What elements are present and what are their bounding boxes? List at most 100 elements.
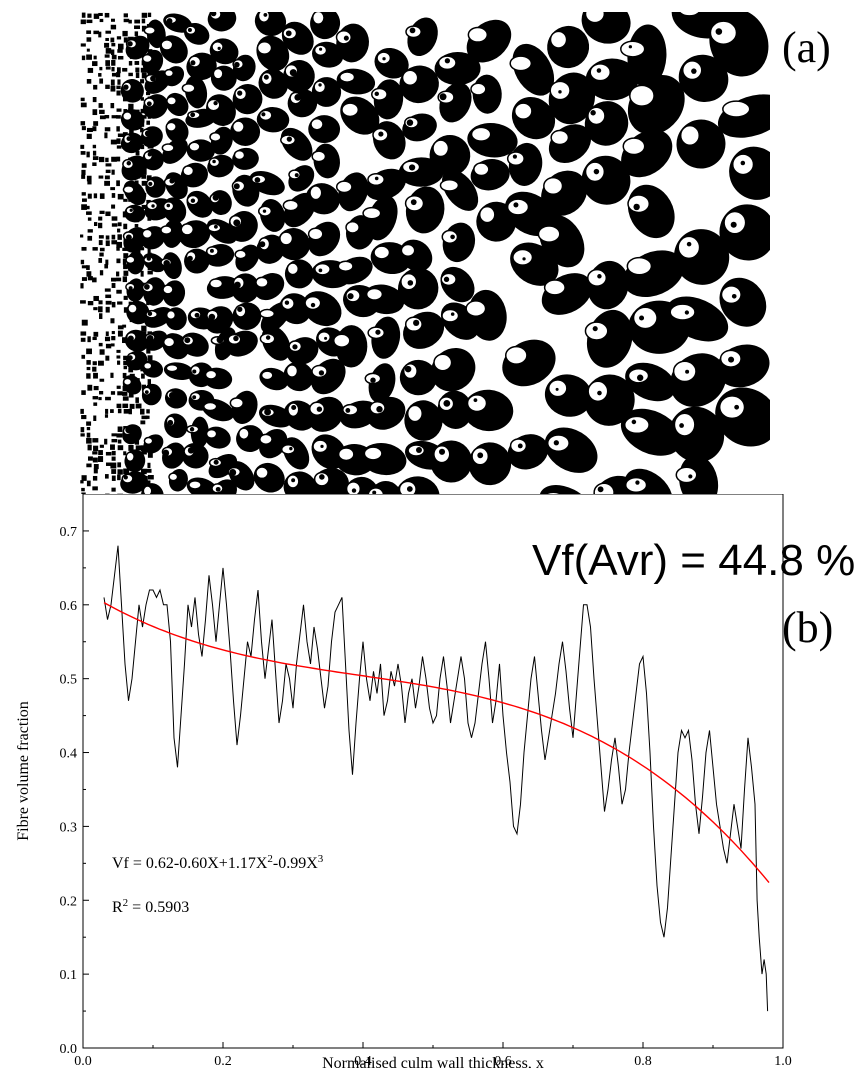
fibre-speck (410, 199, 417, 206)
fibre-vessel (673, 412, 696, 437)
fibre-vessel (363, 446, 383, 461)
fibre-vessel (188, 480, 202, 490)
fibre-vessel (285, 364, 299, 378)
fibre-speck (81, 319, 88, 326)
fibre-vessel (165, 309, 177, 320)
fibre-vessel (180, 223, 195, 236)
fibre-speck (117, 469, 123, 475)
fibre-speck (553, 440, 559, 446)
fibre-vessel (470, 126, 492, 142)
fibre-speck (263, 13, 268, 17)
fibre-micrograph (80, 12, 770, 494)
fibre-speck (98, 175, 104, 179)
fibre-vessel (623, 415, 650, 435)
fibre-speck (116, 126, 120, 132)
fibre-speck (111, 66, 115, 72)
fibre-speck (123, 366, 128, 370)
fibre-speck (110, 391, 116, 395)
fibre-speck (93, 84, 98, 90)
fibre-vessel (465, 300, 487, 317)
fibre-speck (81, 277, 87, 281)
fibre-speck (98, 306, 103, 313)
fibre-speck (128, 61, 133, 66)
fibre-speck (116, 138, 121, 144)
fibre-vessel (401, 69, 419, 86)
fibre-vessel (709, 20, 738, 45)
fibre-speck (92, 247, 98, 251)
fibre-vessel (125, 255, 136, 265)
fibre-speck (105, 157, 109, 163)
y-tick-label: 0.7 (60, 525, 78, 540)
fibre-speck (135, 397, 139, 403)
fibre-speck (122, 30, 128, 37)
fibre-speck (406, 119, 414, 126)
fibre-speck (289, 446, 293, 451)
fibre-speck (93, 193, 98, 199)
fibre-speck (117, 43, 124, 50)
fibre-vessel (675, 466, 698, 484)
fibre-speck (146, 175, 152, 181)
fibre-speck (87, 235, 93, 241)
fibre-speck (117, 49, 123, 53)
fibre-speck (289, 69, 297, 77)
fibre-vessel (229, 397, 245, 409)
fibre-vessel (406, 404, 423, 423)
fibre-speck (99, 78, 104, 84)
fibre-speck (110, 462, 117, 469)
fibre-speck (111, 54, 117, 60)
fibre-speck (99, 444, 104, 448)
y-tick-label: 0.0 (60, 1042, 78, 1057)
fibre-speck (407, 280, 414, 286)
fibre-speck (105, 30, 112, 34)
fibre-speck (93, 331, 99, 337)
fibre-speck (597, 274, 602, 279)
fibre-speck (111, 115, 118, 119)
fibre-speck (122, 372, 127, 379)
fibre-speck (126, 136, 132, 142)
fibre-speck (135, 403, 142, 409)
fibre-speck (147, 311, 153, 316)
fibre-speck (628, 45, 633, 49)
fibre-speck (98, 360, 104, 366)
fibre-speck (141, 180, 147, 186)
fibre-speck (87, 384, 93, 391)
fibre-speck (294, 93, 302, 101)
fibre-speck (127, 355, 133, 361)
fibre-speck (635, 480, 640, 485)
fibre-vessel (549, 30, 568, 49)
fibre-speck (93, 30, 100, 35)
fibre-speck (146, 409, 150, 414)
fibre-vessel (233, 149, 246, 161)
fibre-speck (639, 315, 645, 321)
plot-frame (82, 494, 784, 1049)
fibre-speck (86, 54, 92, 60)
fibre-vessel (160, 225, 173, 235)
fibre-speck (477, 452, 484, 459)
fibre-speck (117, 79, 121, 85)
fibre-speck (116, 385, 121, 389)
fibre-vessel (512, 248, 534, 266)
fibre-vessel (371, 87, 388, 101)
fibre-speck (98, 103, 103, 108)
fibre-speck (104, 127, 111, 132)
fibre-speck (370, 377, 376, 383)
fibre-vessel (212, 67, 224, 80)
fibre-vessel (587, 106, 606, 126)
fibre-speck (122, 247, 128, 251)
fibre-speck (141, 373, 145, 379)
fibre-speck (110, 409, 114, 413)
fibre-vessel (400, 243, 416, 258)
fibre-speck (122, 391, 128, 396)
y-tick-label: 0.3 (60, 820, 78, 835)
fibre-vessel (478, 205, 496, 224)
fibre-speck (123, 355, 130, 361)
fibre-speck (86, 463, 92, 468)
fibre-speck (517, 443, 523, 449)
fibre-vessel (341, 102, 360, 118)
fibre-speck (146, 101, 152, 107)
fibre-speck (596, 68, 602, 73)
fibre-speck (128, 408, 132, 415)
fibre-speck (81, 354, 86, 359)
fibre-speck (98, 342, 103, 347)
fibre-vessel (209, 132, 222, 142)
